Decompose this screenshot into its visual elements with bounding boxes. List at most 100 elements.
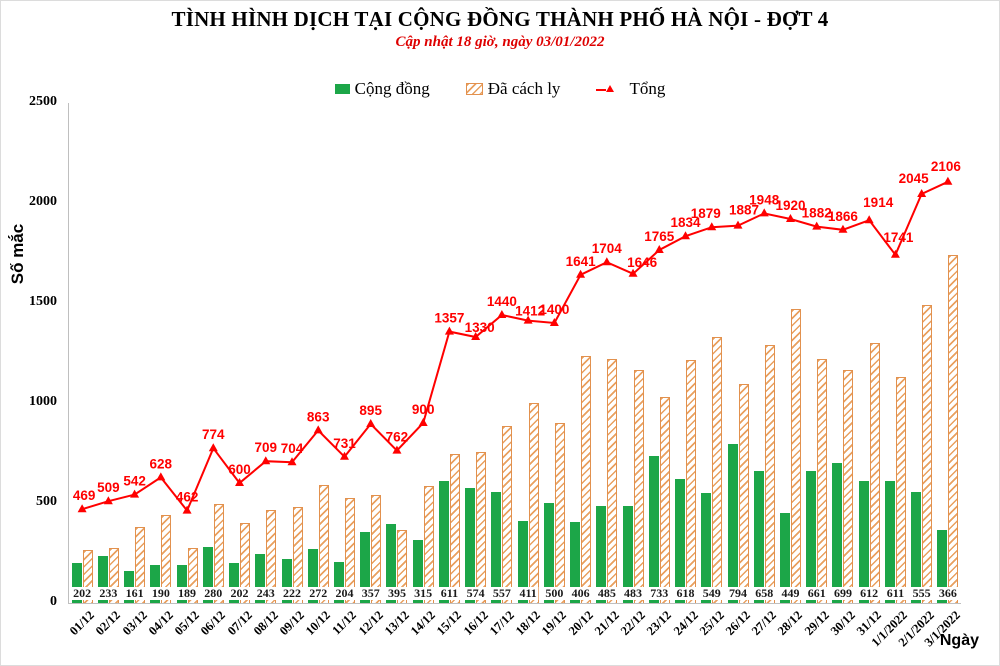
community-value-label: 449 (779, 586, 802, 600)
total-point-marker (235, 478, 245, 486)
community-value-label: 161 (123, 586, 146, 600)
bar-quarantined (187, 548, 198, 603)
total-point-marker (103, 496, 113, 505)
bar-community (202, 547, 213, 603)
bar-quarantined (738, 384, 749, 603)
community-value-label: 202 (71, 586, 94, 600)
total-point-marker (339, 451, 349, 460)
plot-area: 469 509 542 628 462 774 600 709 704 863 731 895 762 9… (68, 103, 961, 604)
bar-community (360, 531, 371, 603)
bar-quarantined (161, 515, 172, 603)
community-value-label: 243 (254, 586, 277, 600)
total-point-marker (313, 425, 323, 434)
total-point-marker (943, 176, 953, 185)
bar-community (648, 456, 659, 603)
bar-community (281, 558, 292, 603)
community-value-label: 612 (858, 586, 881, 600)
community-value-label: 202 (228, 586, 251, 600)
bar-community (307, 548, 318, 603)
total-point-marker (759, 208, 769, 217)
legend-label-quarantined: Đã cách ly (487, 79, 561, 98)
bar-quarantined (581, 356, 592, 603)
total-point-marker (366, 419, 376, 427)
total-value-label: 709 (255, 440, 278, 455)
total-point-marker (444, 326, 454, 335)
total-point-marker (864, 215, 874, 224)
community-value-label: 500 (543, 586, 566, 600)
legend-item-community: Cộng đồng (334, 79, 430, 99)
total-value-label: 628 (150, 456, 173, 471)
total-point-marker (156, 472, 166, 481)
bar-community (543, 503, 554, 603)
community-value-label: 280 (202, 586, 225, 600)
y-axis-tick-label: 1000 (29, 394, 57, 409)
total-value-label: 1882 (802, 206, 832, 221)
community-value-label: 272 (307, 586, 330, 600)
community-value-label: 733 (648, 586, 671, 600)
bar-community (858, 480, 869, 603)
community-value-label: 315 (412, 586, 435, 600)
total-point-marker (576, 269, 586, 278)
community-value-label: 555 (910, 586, 933, 600)
total-value-label: 762 (386, 430, 409, 445)
bar-quarantined (240, 523, 251, 603)
chart-title: TÌNH HÌNH DỊCH TẠI CỘNG ĐỒNG THÀNH PHỐ H… (171, 7, 829, 31)
bar-quarantined (449, 453, 460, 603)
bar-quarantined (528, 402, 539, 603)
total-value-label: 704 (281, 441, 304, 456)
bar-quarantined (843, 369, 854, 603)
total-value-label: 1440 (487, 294, 517, 309)
total-value-label: 1412 (515, 304, 545, 319)
total-value-label: 900 (412, 402, 435, 417)
total-value-label: 731 (333, 436, 356, 451)
total-value-label: 542 (123, 474, 146, 489)
community-value-label: 485 (595, 586, 618, 600)
total-point-marker (812, 221, 822, 230)
bar-community (517, 520, 528, 603)
y-axis-tick-label: 0 (50, 594, 57, 609)
community-value-label: 395 (385, 586, 408, 600)
bar-community (97, 556, 108, 603)
community-value-label: 406 (569, 586, 592, 600)
community-value-label: 574 (464, 586, 487, 600)
bar-community (150, 565, 161, 603)
legend-label-total: Tổng (629, 79, 666, 98)
bar-quarantined (895, 377, 906, 603)
y-axis-tick-label: 500 (36, 494, 57, 509)
total-value-label: 2106 (931, 159, 961, 174)
total-value-label: 1920 (775, 198, 805, 213)
total-point-marker (654, 245, 664, 253)
bar-community (71, 562, 82, 603)
bar-quarantined (764, 345, 775, 603)
legend-item-quarantined: Đã cách ly (465, 79, 561, 99)
total-value-label: 1704 (592, 241, 623, 256)
bar-community (229, 562, 240, 603)
community-value-label: 549 (700, 586, 723, 600)
community-value-label: 190 (149, 586, 172, 600)
bar-quarantined (869, 342, 880, 603)
bar-quarantined (790, 308, 801, 603)
y-axis-tick-label: 1500 (29, 294, 57, 309)
bar-community (675, 479, 686, 603)
community-value-label: 189 (176, 586, 199, 600)
total-value-label: 1914 (863, 195, 894, 210)
bar-community (176, 565, 187, 603)
bar-quarantined (108, 547, 119, 603)
total-point-marker (261, 456, 271, 465)
total-point-marker (602, 257, 612, 266)
total-point-marker (130, 489, 140, 498)
bar-quarantined (135, 526, 146, 603)
bar-community (884, 480, 895, 603)
bar-community (937, 529, 948, 603)
bar-quarantined (633, 370, 644, 603)
bar-community (438, 480, 449, 603)
total-value-label: 1357 (434, 311, 464, 326)
y-axis-tick-label: 2000 (29, 194, 57, 209)
total-value-label: 1834 (670, 215, 701, 230)
community-value-label: 557 (490, 586, 513, 600)
total-value-label: 863 (307, 409, 330, 424)
bar-community (622, 506, 633, 603)
community-value-label: 661 (805, 586, 828, 600)
total-value-label: 1765 (644, 229, 675, 244)
